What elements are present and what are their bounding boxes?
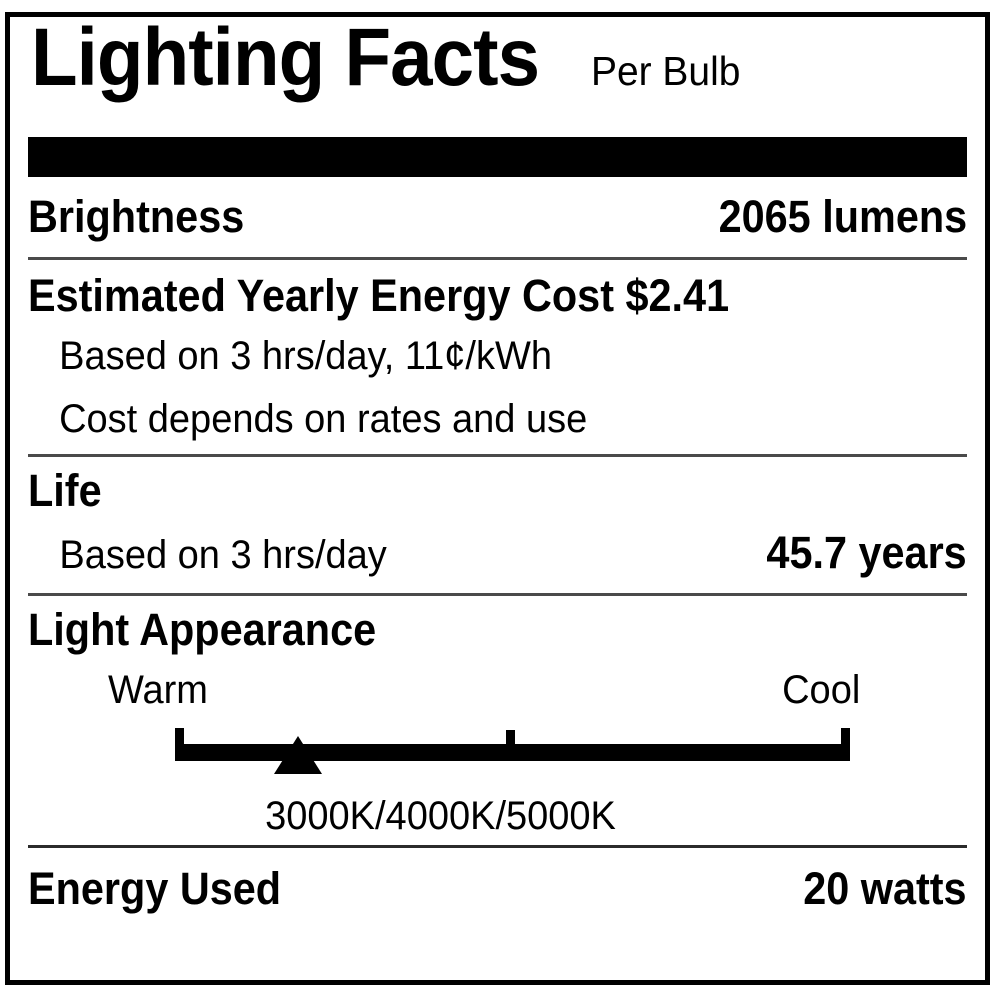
energy-cost-heading: Estimated Yearly Energy Cost $2.41 xyxy=(28,270,730,321)
scale-tick-left-icon xyxy=(175,728,184,746)
scale-label-warm: Warm xyxy=(108,668,208,712)
scale-bar xyxy=(175,744,850,761)
scale-marker-triangle-icon xyxy=(274,736,322,774)
energy-used-heading: Energy Used xyxy=(28,863,282,914)
divider-after-energy-cost xyxy=(28,454,967,457)
energy-used-section: Energy Used 20 watts xyxy=(23,848,972,930)
light-appearance-heading: Light Appearance xyxy=(28,604,377,655)
color-temperature-scale-labels: Warm Cool xyxy=(23,668,972,716)
scale-label-cool: Cool xyxy=(781,668,860,712)
divider-after-brightness xyxy=(28,257,967,260)
life-heading: Life xyxy=(28,465,102,516)
label-inner: Lighting Facts Per Bulb Brightness 2065 … xyxy=(10,17,985,980)
label-title-row: Lighting Facts Per Bulb xyxy=(23,17,972,137)
scale-tick-right-icon xyxy=(841,728,850,746)
life-section: Life Based on 3 hrs/day 45.7 years xyxy=(23,457,972,593)
energy-cost-note-1: Based on 3 hrs/day, 11¢/kWh xyxy=(59,334,552,378)
life-heading-row: Life xyxy=(23,465,972,517)
scale-tick-middle-icon xyxy=(506,730,515,746)
life-note: Based on 3 hrs/day xyxy=(59,533,387,577)
brightness-heading: Brightness xyxy=(28,191,245,242)
kelvin-value: 3000K/4000K/5000K xyxy=(265,794,616,838)
divider-after-life xyxy=(28,593,967,596)
life-value: 45.7 years xyxy=(766,527,967,578)
energy-cost-heading-row: Estimated Yearly Energy Cost $2.41 xyxy=(23,270,972,322)
color-temperature-scale xyxy=(23,722,972,780)
life-detail-row: Based on 3 hrs/day 45.7 years xyxy=(23,527,972,579)
title-black-bar xyxy=(28,137,967,177)
lighting-facts-label: Lighting Facts Per Bulb Brightness 2065 … xyxy=(5,12,990,985)
energy-cost-note-2: Cost depends on rates and use xyxy=(59,397,588,441)
page-title-suffix: Per Bulb xyxy=(591,48,741,94)
light-appearance-heading-row: Light Appearance xyxy=(23,604,972,656)
energy-used-value: 20 watts xyxy=(803,863,967,914)
brightness-value: 2065 lumens xyxy=(718,191,967,242)
page-title: Lighting Facts xyxy=(31,12,540,103)
energy-cost-section: Estimated Yearly Energy Cost $2.41 Based… xyxy=(23,260,972,454)
energy-used-row: Energy Used 20 watts xyxy=(23,863,972,915)
divider-after-light-appearance xyxy=(28,845,967,848)
brightness-section: Brightness 2065 lumens xyxy=(23,177,972,257)
light-appearance-section: Light Appearance Warm Cool 3000K/4000K/5… xyxy=(23,596,972,845)
brightness-row: Brightness 2065 lumens xyxy=(23,191,972,243)
